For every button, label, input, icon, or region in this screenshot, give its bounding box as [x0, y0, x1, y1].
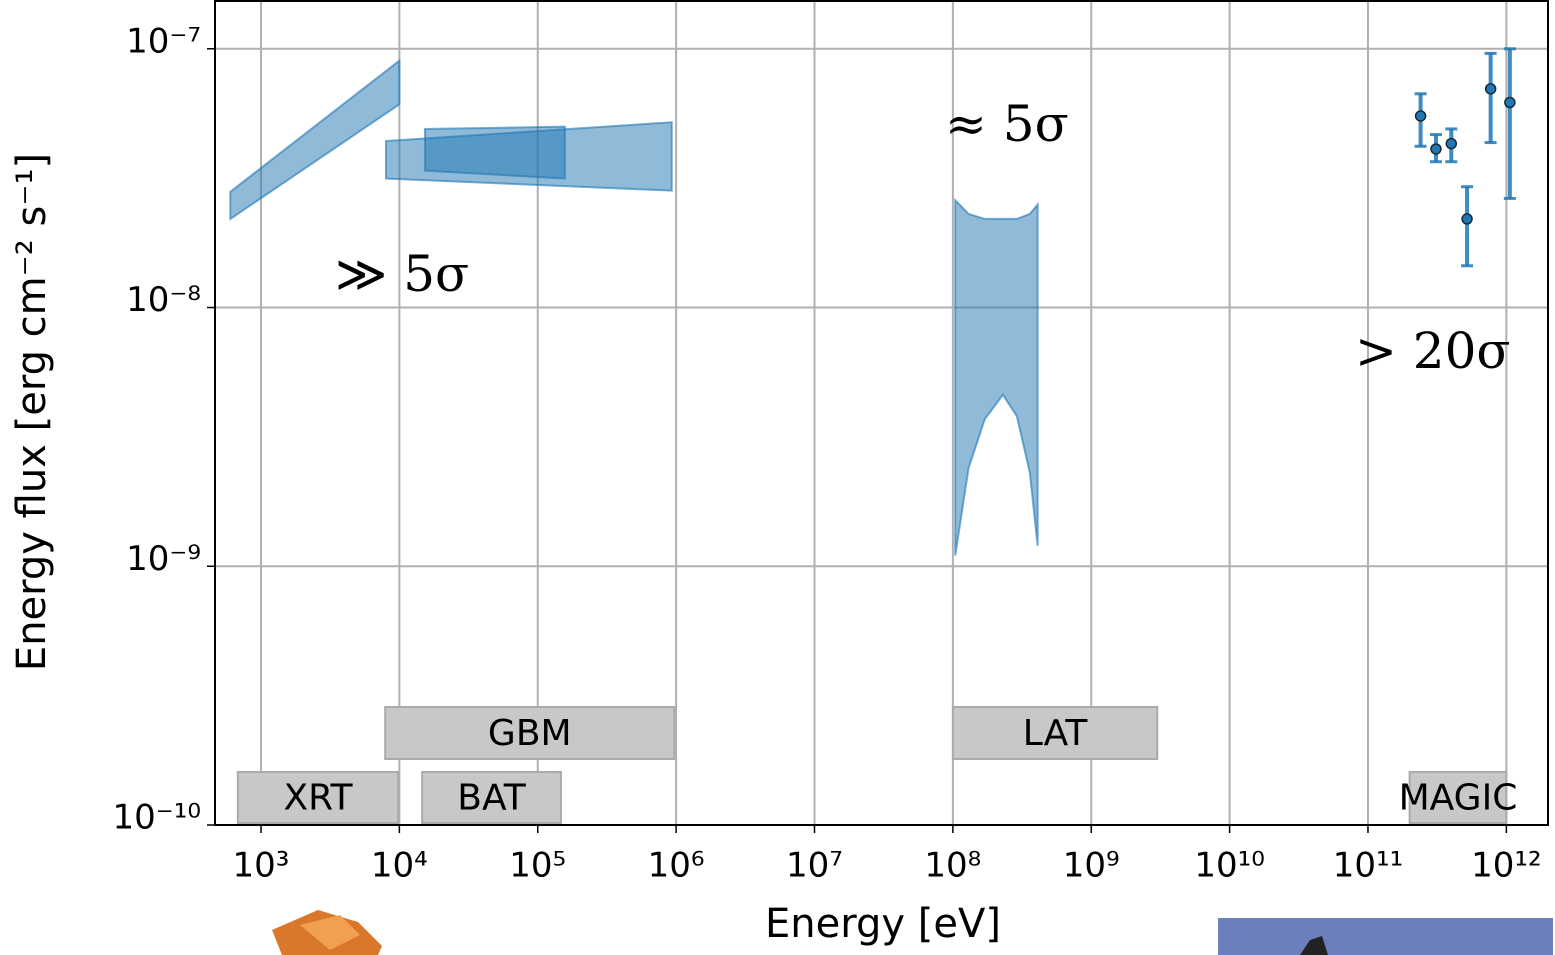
data-point [1505, 98, 1515, 108]
y-tick-label: 10⁻⁷ [126, 21, 201, 61]
data-point [1431, 144, 1441, 154]
y-tick-label: 10⁻⁸ [126, 280, 201, 320]
plot-frame [215, 1, 1548, 825]
x-axis-label: Energy [eV] [765, 901, 1001, 947]
flux-band [955, 200, 1037, 555]
instrument-label: GBM [488, 713, 572, 754]
chart: Energy [eV] Energy flux [erg cm⁻² s⁻¹] 1… [0, 0, 1555, 955]
x-tick-label: 10¹⁰ [1194, 846, 1265, 886]
x-tick-label: 10³ [233, 846, 290, 886]
x-tick-label: 10⁷ [786, 846, 843, 886]
x-tick-label: 10⁴ [371, 846, 428, 886]
x-tick-label: 10¹¹ [1333, 846, 1404, 886]
x-tick-label: 10⁸ [924, 846, 981, 886]
significance-annotation: ≫ 5σ [335, 245, 469, 303]
flux-band [425, 127, 565, 179]
data-point [1446, 139, 1456, 149]
instrument-label: XRT [283, 778, 353, 819]
data-point [1486, 84, 1496, 94]
x-tick-label: 10⁵ [509, 846, 566, 886]
data-point [1462, 214, 1472, 224]
y-tick-label: 10⁻¹⁰ [113, 798, 201, 838]
telescope-image [1218, 918, 1553, 955]
y-tick-label: 10⁻⁹ [126, 539, 201, 579]
instrument-label: BAT [457, 778, 527, 819]
x-tick-label: 10⁹ [1063, 846, 1120, 886]
significance-annotation: > 20σ [1355, 322, 1511, 380]
instrument-label: MAGIC [1399, 778, 1518, 819]
x-tick-label: 10⁶ [648, 846, 705, 886]
instrument-label: LAT [1023, 713, 1089, 754]
flux-band [230, 61, 399, 219]
y-axis-label: Energy flux [erg cm⁻² s⁻¹] [9, 153, 55, 671]
data-point [1416, 111, 1426, 121]
significance-annotation: ≈ 5σ [945, 95, 1069, 153]
x-tick-label: 10¹² [1471, 846, 1542, 886]
